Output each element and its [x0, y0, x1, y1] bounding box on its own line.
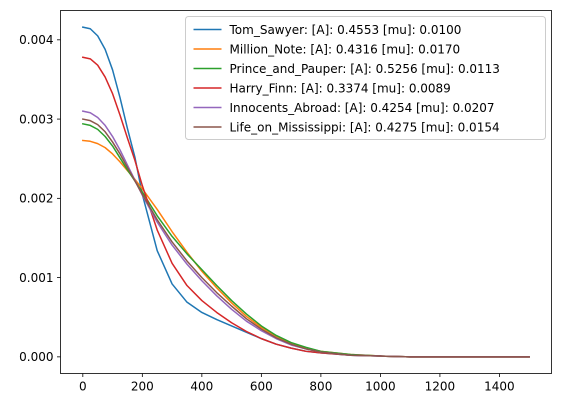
x-tick-label: 400 — [190, 380, 213, 394]
legend-label-3: Prince_and_Pauper: [A]: 0.5256 [mu]: 0.0… — [230, 62, 500, 76]
legend-label-6: Life_on_Mississippi: [A]: 0.4275 [mu]: 0… — [230, 120, 500, 134]
y-tick-label: 0.001 — [19, 271, 53, 285]
legend-label-5: Innocents_Abroad: [A]: 0.4254 [mu]: 0.02… — [230, 101, 495, 115]
series-line-6 — [81, 118, 530, 358]
legend-label-4: Harry_Finn: [A]: 0.3374 [mu]: 0.0089 — [230, 81, 451, 95]
y-tick-label: 0.002 — [19, 192, 53, 206]
x-tick-label: 800 — [309, 380, 332, 394]
x-tick-label: 600 — [250, 380, 273, 394]
legend: Tom_Sawyer: [A]: 0.4553 [mu]: 0.0100 Mill… — [185, 16, 546, 140]
y-tick-label: 0.003 — [19, 112, 53, 126]
axes: 0 200 400 600 800 1000 1200 1400 0.000 0.001 0.002… — [19, 10, 552, 394]
y-tick-label: 0.004 — [19, 33, 53, 47]
x-tick-label: 0 — [79, 380, 87, 394]
x-tick-label: 200 — [131, 380, 154, 394]
x-tick-label: 1400 — [484, 380, 515, 394]
y-tick-label: 0.000 — [19, 350, 53, 364]
legend-box — [185, 16, 546, 140]
x-tick-label: 1000 — [365, 380, 396, 394]
legend-label-2: Million_Note: [A]: 0.4316 [mu]: 0.0170 — [230, 42, 461, 56]
x-tick-label: 1200 — [425, 380, 456, 394]
plot-area — [81, 26, 530, 358]
plot-frame — [60, 10, 552, 374]
legend-label-1: Tom_Sawyer: [A]: 0.4553 [mu]: 0.0100 — [229, 23, 462, 37]
